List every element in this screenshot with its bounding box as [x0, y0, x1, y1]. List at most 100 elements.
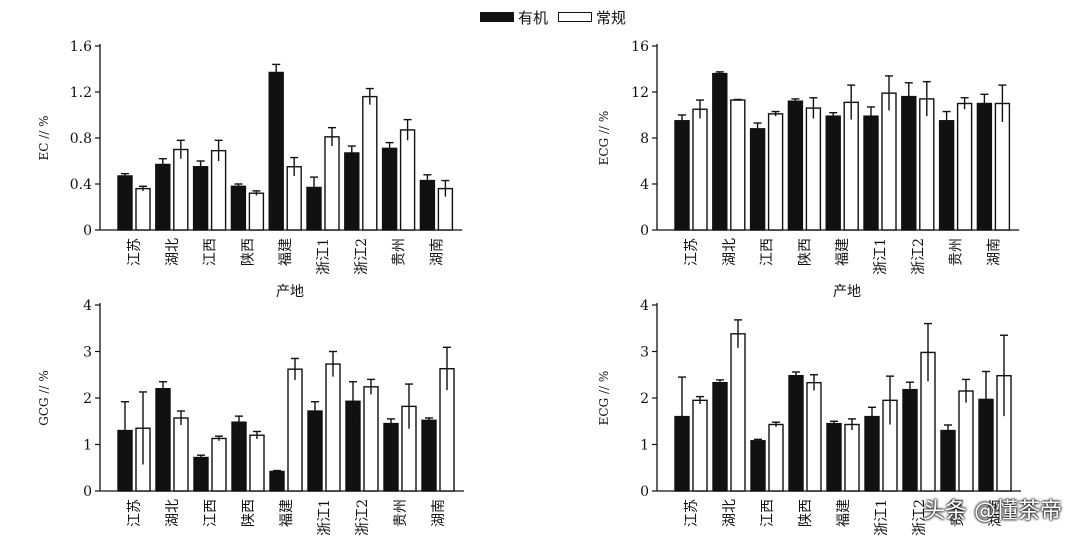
x-tick-label: 湖南 [431, 499, 447, 527]
bar-organic-4 [788, 374, 804, 492]
y-tick-label: 0 [83, 484, 92, 500]
bar-organic-3 [193, 456, 209, 492]
legend-swatch-conventional [558, 12, 593, 22]
y-tick-label: 0 [83, 223, 92, 239]
bar-conventional-7 [919, 98, 935, 231]
y-axis-label: GCG // % [37, 370, 51, 425]
bar-organic-5 [826, 422, 842, 492]
bar-conventional-5 [843, 101, 859, 231]
bar-conventional-5 [844, 423, 860, 492]
x-tick-label: 福建 [836, 499, 852, 527]
bar-conventional-3 [768, 423, 784, 492]
bar-conventional-8 [958, 390, 974, 492]
x-tick-label: 湖南 [429, 238, 445, 266]
bar-organic-3 [749, 128, 766, 231]
bar-organic-3 [750, 440, 766, 492]
x-tick-label: 贵州 [392, 238, 408, 266]
bar-organic-8 [940, 429, 956, 492]
bar-organic-6 [863, 115, 879, 231]
x-tick-label: 浙江2 [912, 499, 928, 536]
bar-conventional-1 [692, 399, 708, 492]
x-tick-label: 湖北 [722, 238, 738, 266]
y-tick-label: 3 [83, 345, 92, 361]
bar-conventional-8 [399, 129, 416, 231]
bar-conventional-4 [249, 434, 265, 492]
bar-conventional-7 [362, 95, 378, 231]
legend-label-organic: 有机 [518, 8, 549, 27]
bar-organic-2 [712, 72, 728, 231]
x-axis-title: 产地 [276, 284, 304, 300]
y-tick-label: 4 [640, 298, 649, 314]
bar-organic-4 [787, 100, 804, 231]
bar-organic-4 [230, 185, 247, 231]
bar-organic-7 [344, 152, 360, 231]
bar-conventional-8 [956, 102, 973, 231]
bar-organic-4 [231, 421, 247, 492]
legend: 有机 常规 [480, 6, 626, 28]
x-tick-label: 福建 [835, 238, 851, 266]
y-tick-label: 1.6 [70, 39, 92, 55]
bar-conventional-2 [173, 148, 189, 231]
bar-organic-5 [825, 115, 841, 231]
bar-conventional-5 [287, 368, 303, 492]
y-tick-label: 1 [640, 438, 649, 454]
x-tick-label: 江西 [203, 499, 219, 527]
x-tick-label: 福建 [279, 499, 295, 527]
bar-organic-5 [268, 71, 284, 231]
x-tick-label: 江苏 [684, 238, 700, 266]
bar-organic-9 [419, 179, 436, 231]
x-tick-label: 江西 [203, 238, 219, 266]
bar-conventional-7 [363, 386, 379, 492]
bar-conventional-3 [210, 149, 227, 231]
y-tick-label: 8 [640, 131, 649, 147]
chart-panel-4: 0 1 2 3 4 ECG // % 江苏 湖北 江西 陕西 福建 浙江1 浙江2 贵州 湖南 [597, 298, 1021, 536]
chart-panel-3: 0 1 2 3 4 GCG // % 江苏 湖北 江西 陕西 福建 浙江1 浙江2 贵州 湖南 [37, 298, 464, 536]
x-tick-label: 浙江1 [316, 238, 332, 275]
bar-conventional-3 [767, 113, 784, 231]
x-tick-label: 陕西 [240, 238, 256, 266]
x-tick-label: 浙江1 [874, 499, 890, 536]
y-tick-label: 0.4 [70, 177, 92, 193]
y-tick-label: 3 [640, 345, 649, 361]
x-tick-label: 江苏 [127, 499, 143, 527]
bar-organic-7 [902, 388, 918, 492]
bar-organic-8 [938, 120, 955, 231]
y-axis-label: ECG // % [597, 371, 611, 426]
bar-conventional-6 [325, 363, 341, 492]
chart-panel-1: 0 0.4 0.8 1.2 1.6 EC // % 江苏 湖北 江西 陕西 福建 浙江1 浙江2 贵州 湖南… [37, 39, 463, 300]
bar-conventional-2 [730, 99, 746, 231]
bar-organic-3 [192, 166, 209, 231]
y-tick-label: 2 [640, 391, 649, 407]
x-tick-label: 湖北 [165, 499, 181, 527]
legend-item-conventional: 常规 [558, 7, 626, 28]
bar-conventional-2 [730, 333, 746, 492]
x-tick-label: 江苏 [127, 238, 143, 266]
y-tick-label: 2 [83, 391, 92, 407]
bar-organic-8 [381, 147, 398, 231]
bar-conventional-6 [881, 92, 897, 231]
x-axis-title: 产地 [833, 284, 861, 300]
legend-item-organic: 有机 [480, 7, 548, 28]
y-tick-label: 4 [83, 298, 92, 314]
x-tick-label: 湖北 [722, 499, 738, 527]
bar-organic-7 [901, 95, 917, 231]
x-tick-label: 浙江2 [354, 238, 370, 275]
y-tick-label: 1.2 [70, 85, 92, 101]
bar-conventional-5 [286, 166, 302, 231]
watermark: 头条 @懂茶帝 [923, 499, 1062, 524]
y-tick-label: 16 [631, 39, 649, 55]
legend-swatch-organic [480, 12, 514, 22]
x-tick-label: 湖北 [165, 238, 181, 266]
y-tick-label: 12 [631, 85, 649, 101]
x-tick-label: 湖南 [986, 238, 1002, 266]
x-tick-label: 陕西 [798, 499, 814, 527]
bar-conventional-1 [692, 108, 708, 231]
bar-organic-2 [712, 381, 728, 492]
bar-conventional-1 [135, 187, 151, 231]
y-tick-label: 0.8 [70, 131, 92, 147]
x-tick-label: 江苏 [684, 499, 700, 527]
x-tick-label: 贵州 [950, 499, 966, 527]
x-tick-label: 贵州 [393, 499, 409, 527]
y-axis-label: ECG // % [597, 111, 611, 166]
